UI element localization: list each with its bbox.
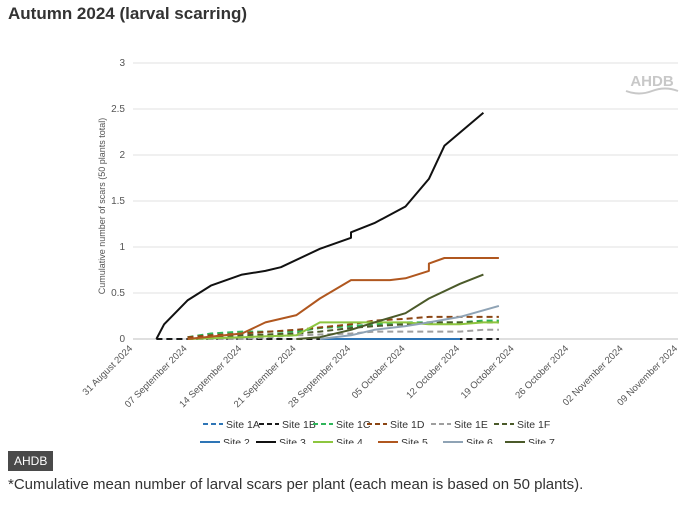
y-axis: 0 0.5 1 1.5 2 2.5 3 bbox=[111, 58, 125, 345]
legend-label: Site 1A bbox=[226, 419, 260, 431]
legend-label: Site 1B bbox=[282, 419, 316, 431]
legend-label: Site 3 bbox=[279, 437, 306, 444]
series-line-site-3 bbox=[155, 111, 485, 340]
series-lines bbox=[155, 111, 500, 340]
series-line-site-6 bbox=[319, 304, 500, 340]
chart-caption: *Cumulative mean number of larval scars … bbox=[8, 476, 584, 493]
legend-label: Site 5 bbox=[401, 437, 428, 444]
x-tick-label: 09 November 2024 bbox=[615, 343, 680, 408]
x-tick-label: 05 October 2024 bbox=[350, 343, 408, 401]
legend-label: Site 6 bbox=[466, 437, 493, 444]
watermark-logo: AHDB bbox=[630, 73, 673, 90]
legend: Site 1A Site 1B Site 1C Site 1D Site 1E Site … bbox=[200, 419, 555, 444]
watermark-wave-icon bbox=[625, 87, 679, 95]
x-tick-label: 19 October 2024 bbox=[459, 343, 517, 401]
series-line-site-5 bbox=[187, 257, 499, 340]
y-tick-label: 0 bbox=[119, 334, 125, 345]
legend-label: Site 1C bbox=[336, 419, 371, 431]
legend-label: Site 1F bbox=[517, 419, 550, 431]
chart-heading: Autumn 2024 (larval scarring) bbox=[8, 4, 248, 23]
legend-label: Site 2 bbox=[223, 437, 250, 444]
series-line-site-1f bbox=[187, 321, 499, 340]
source-tag: AHDB bbox=[8, 451, 54, 471]
series-line-site-7 bbox=[296, 273, 484, 340]
legend-label: Site 7 bbox=[528, 437, 555, 444]
legend-label: Site 4 bbox=[336, 437, 363, 444]
x-tick-label: 12 October 2024 bbox=[404, 343, 462, 401]
x-tick-label: 26 October 2024 bbox=[513, 343, 571, 401]
y-tick-label: 3 bbox=[119, 58, 125, 69]
legend-label: Site 1D bbox=[390, 419, 425, 431]
gridlines bbox=[133, 62, 678, 340]
y-axis-title: Cumulative number of scars (50 plants to… bbox=[97, 118, 107, 295]
x-tick-label: 31 August 2024 bbox=[81, 343, 135, 397]
y-tick-label: 2 bbox=[119, 150, 125, 161]
y-tick-label: 0.5 bbox=[111, 288, 125, 299]
y-tick-label: 1 bbox=[119, 242, 125, 253]
legend-label: Site 1E bbox=[454, 419, 488, 431]
y-tick-label: 2.5 bbox=[111, 104, 125, 115]
y-tick-label: 1.5 bbox=[111, 196, 125, 207]
line-chart: 0 0.5 1 1.5 2 2.5 3 31 August 2024 07 September… bbox=[0, 44, 694, 444]
